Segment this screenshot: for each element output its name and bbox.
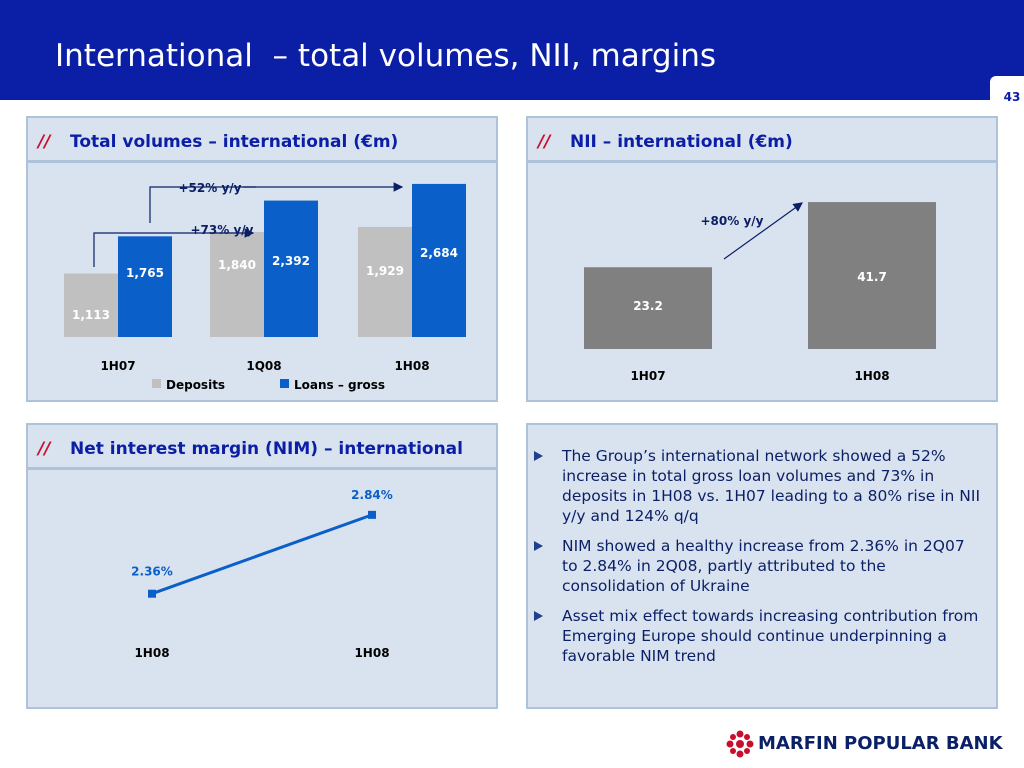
legend-label-loans: Loans – gross bbox=[294, 378, 385, 392]
deposits-data-label: 1,929 bbox=[366, 264, 404, 278]
volumes-panel-header: // Total volumes – international (€m) bbox=[28, 118, 496, 163]
legend-swatch-loans bbox=[280, 379, 289, 388]
nim-series-line bbox=[151, 513, 373, 596]
nim-panel-title: Net interest margin (NIM) – internationa… bbox=[70, 439, 463, 459]
loans-data-label: 2,684 bbox=[420, 246, 458, 260]
nim-panel-header: // Net interest margin (NIM) – internati… bbox=[28, 425, 496, 470]
nim-chart: 2.36% 1H08 2.84% 1H08 bbox=[131, 488, 393, 660]
legend-swatch-deposits bbox=[152, 379, 161, 388]
loans-bar bbox=[412, 183, 466, 337]
bullet-item: Asset mix effect towards increasing cont… bbox=[534, 606, 984, 666]
volumes-panel-title: Total volumes – international (€m) bbox=[70, 132, 399, 152]
nii-panel: // NII – international (€m) 23.2 1H07 41.7… bbox=[526, 116, 998, 402]
nim-point bbox=[148, 589, 156, 598]
bank-logo-text: MARFIN POPULAR BANK bbox=[758, 733, 1003, 754]
deposits-bar bbox=[64, 273, 118, 337]
deposits-data-label: 1,113 bbox=[72, 308, 110, 322]
commentary-panel bbox=[526, 423, 998, 709]
nii-bar bbox=[584, 267, 712, 349]
triangle-bullet-icon bbox=[534, 611, 543, 621]
triangle-bullet-icon bbox=[534, 541, 543, 551]
volumes-chart: 1,113 1,765 1H07 1,840 2,392 1Q08 1,929 2,684 1H… bbox=[64, 181, 466, 392]
deposits-bar bbox=[358, 226, 412, 337]
bullet-text: The Group’s international network showed… bbox=[562, 447, 981, 525]
legend-label-deposits: Deposits bbox=[166, 378, 225, 392]
nii-panel-header: // NII – international (€m) bbox=[528, 118, 996, 163]
nii-data-label: 23.2 bbox=[633, 299, 663, 313]
title-slashes: // bbox=[38, 439, 51, 459]
x-tick-label: 1H08 bbox=[354, 646, 389, 660]
deposits-data-label: 1,840 bbox=[218, 258, 256, 272]
loans-bar bbox=[264, 200, 318, 337]
nii-chart: 23.2 1H07 41.7 1H08 +80% y/y bbox=[584, 202, 936, 383]
triangle-bullet-icon bbox=[534, 451, 543, 461]
nim-panel: // Net interest margin (NIM) – internati… bbox=[26, 423, 498, 709]
commentary-list: The Group’s international network showed… bbox=[534, 446, 984, 676]
nim-point bbox=[368, 510, 376, 519]
bullet-item: The Group’s international network showed… bbox=[534, 446, 984, 526]
title-slashes: // bbox=[538, 132, 551, 152]
growth-annotation: +73% y/y bbox=[191, 223, 254, 237]
x-tick-label: 1H07 bbox=[630, 369, 665, 383]
bullet-item: NIM showed a healthy increase from 2.36%… bbox=[534, 536, 984, 596]
bullet-text: NIM showed a healthy increase from 2.36%… bbox=[562, 537, 965, 595]
loans-data-label: 1,765 bbox=[126, 266, 164, 280]
loans-bar bbox=[118, 236, 172, 337]
header-bar: International – total volumes, NII, marg… bbox=[0, 0, 1024, 100]
bullet-text: Asset mix effect towards increasing cont… bbox=[562, 607, 979, 665]
x-tick-label: 1H08 bbox=[854, 369, 889, 383]
page-title: International – total volumes, NII, marg… bbox=[55, 38, 717, 74]
nim-data-label: 2.84% bbox=[351, 488, 393, 502]
annotation-bracket bbox=[93, 232, 228, 267]
nii-panel-title: NII – international (€m) bbox=[570, 132, 793, 152]
x-tick-label: 1Q08 bbox=[246, 359, 281, 373]
page-number: 43 bbox=[1003, 90, 1021, 104]
x-tick-label: 1H08 bbox=[394, 359, 429, 373]
annotation-bracket bbox=[149, 186, 256, 223]
title-slashes: // bbox=[38, 132, 51, 152]
volumes-panel: // Total volumes – international (€m) 1,… bbox=[26, 116, 498, 402]
annotation-arrow bbox=[723, 202, 803, 260]
deposits-bar bbox=[210, 232, 264, 337]
x-tick-label: 1H08 bbox=[134, 646, 169, 660]
loans-data-label: 2,392 bbox=[272, 254, 310, 268]
bank-emblem-icon bbox=[726, 730, 754, 758]
nii-bar bbox=[808, 202, 936, 349]
page-number-tab bbox=[990, 76, 1024, 106]
nim-data-label: 2.36% bbox=[131, 565, 173, 579]
x-tick-label: 1H07 bbox=[100, 359, 135, 373]
nii-data-label: 41.7 bbox=[857, 270, 887, 284]
growth-annotation: +52% y/y bbox=[179, 181, 242, 195]
growth-annotation: +80% y/y bbox=[701, 214, 764, 228]
